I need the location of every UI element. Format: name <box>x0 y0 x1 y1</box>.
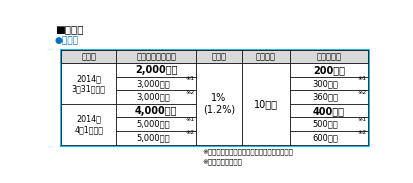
Text: ※1: ※1 <box>356 76 365 81</box>
Text: ●所得税: ●所得税 <box>55 37 79 46</box>
Bar <box>242 63 289 145</box>
Text: ※1: ※1 <box>185 117 194 122</box>
Bar <box>116 77 195 90</box>
Text: 600万円: 600万円 <box>312 133 338 142</box>
Bar <box>195 63 242 145</box>
Text: 2014年
3月31日まで: 2014年 3月31日まで <box>71 74 106 93</box>
Text: 2,000万円: 2,000万円 <box>135 65 177 75</box>
Text: ※1: ※1 <box>185 76 194 81</box>
Bar <box>116 104 195 117</box>
Bar <box>116 90 195 104</box>
Bar <box>289 117 367 131</box>
Bar <box>289 77 367 90</box>
Text: 5,000万円: 5,000万円 <box>136 133 169 142</box>
Bar <box>289 63 367 77</box>
Text: 200万円: 200万円 <box>312 65 344 75</box>
Text: 1%
(1.2%): 1% (1.2%) <box>202 93 235 115</box>
Bar <box>116 117 195 131</box>
Text: 10年間: 10年間 <box>253 99 277 109</box>
Text: 5,000万円: 5,000万円 <box>136 120 169 129</box>
Bar <box>116 50 195 63</box>
Text: ※2: ※2 <box>185 130 194 135</box>
Text: 控除期間: 控除期間 <box>255 52 275 61</box>
Text: ※2: ※2 <box>185 90 194 95</box>
Bar <box>61 50 367 145</box>
Bar <box>289 90 367 104</box>
Text: 400万円: 400万円 <box>312 106 344 116</box>
Text: 4,000万円: 4,000万円 <box>135 106 177 116</box>
Text: 300万円: 300万円 <box>312 79 338 88</box>
Bar <box>289 131 367 145</box>
Bar <box>61 104 116 145</box>
Bar <box>61 63 116 104</box>
Bar <box>61 50 116 63</box>
Text: ■控除額: ■控除額 <box>55 24 83 34</box>
Text: ※2: ※2 <box>356 130 365 135</box>
Text: 360万円: 360万円 <box>312 93 338 102</box>
Text: ローン残高の上限: ローン残高の上限 <box>136 52 176 61</box>
Text: 3,000万円: 3,000万円 <box>136 79 169 88</box>
Text: 入居年: 入居年 <box>81 52 96 61</box>
Text: 500万円: 500万円 <box>312 120 338 129</box>
Text: 控除額: 控除額 <box>211 52 226 61</box>
Bar <box>195 50 242 63</box>
Bar <box>116 131 195 145</box>
Bar <box>242 50 289 63</box>
Text: 最大控除額: 最大控除額 <box>316 52 340 61</box>
Bar <box>289 50 367 63</box>
Text: 2014年
4月1日から: 2014年 4月1日から <box>74 115 103 134</box>
Bar <box>289 104 367 117</box>
Text: 3,000万円: 3,000万円 <box>136 93 169 102</box>
Text: ※２は被災者の場合: ※２は被災者の場合 <box>202 159 242 165</box>
Text: ※１は認定長期優良住宅または認定低炭素住宅: ※１は認定長期優良住宅または認定低炭素住宅 <box>202 149 293 155</box>
Text: ※2: ※2 <box>356 90 365 95</box>
Bar <box>61 50 367 63</box>
Text: ※1: ※1 <box>356 117 365 122</box>
Bar <box>116 63 195 77</box>
